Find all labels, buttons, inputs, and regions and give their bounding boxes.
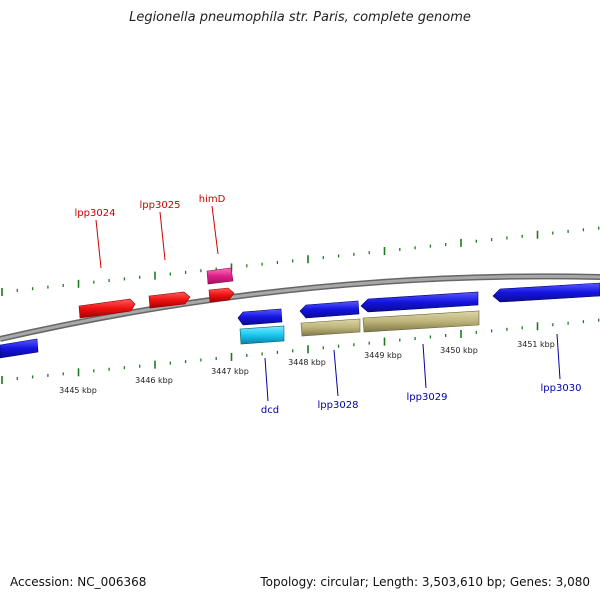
scale-label-3445: 3445 kbp — [59, 386, 97, 395]
gene-lpp3024[interactable] — [78, 298, 136, 319]
scale-label-3449: 3449 kbp — [364, 351, 402, 360]
label-himd[interactable]: himD — [199, 194, 226, 205]
scale-label-3446: 3446 kbp — [135, 376, 173, 385]
gene-lpp3029[interactable] — [360, 291, 479, 313]
lower-tick-row — [1, 318, 600, 384]
upper-tick-row — [1, 226, 600, 296]
label-dcd[interactable]: dcd — [261, 405, 279, 416]
scale-label-3450: 3450 kbp — [440, 346, 478, 355]
forward-labels: lpp3024 lpp3025 himD — [75, 194, 226, 269]
reverse-genes — [0, 282, 600, 359]
gene-lpp3030[interactable] — [492, 282, 600, 303]
label-lpp3028[interactable]: lpp3028 — [318, 400, 359, 411]
gene-lpp3025[interactable] — [148, 291, 191, 309]
label-lpp3025[interactable]: lpp3025 — [140, 200, 181, 211]
gene-olive-2[interactable] — [362, 310, 480, 333]
accession-text: Accession: NC_006368 — [10, 575, 147, 589]
backbone — [0, 273, 600, 342]
scale-label-3448: 3448 kbp — [288, 358, 326, 367]
gene-himd[interactable] — [208, 287, 235, 303]
topology-summary: Topology: circular; Length: 3,503,610 bp… — [260, 575, 590, 589]
gene-olive-1[interactable] — [300, 318, 361, 337]
label-lpp3029[interactable]: lpp3029 — [407, 392, 448, 403]
map-title: Legionella pneumophila str. Paris, compl… — [129, 10, 471, 25]
gene-dcd[interactable] — [237, 308, 283, 326]
gene-pink[interactable] — [206, 267, 234, 285]
forward-genes — [78, 267, 235, 319]
label-lpp3024[interactable]: lpp3024 — [75, 208, 116, 219]
scale-label-3451: 3451 kbp — [517, 340, 555, 349]
reverse-labels: dcd lpp3028 lpp3029 lpp3030 — [261, 333, 582, 416]
scale-label-3447: 3447 kbp — [211, 367, 249, 376]
gene-lpp3028[interactable] — [299, 300, 360, 319]
gene-cyan[interactable] — [239, 325, 285, 345]
scale-labels: 3445 kbp 3446 kbp 3447 kbp 3448 kbp 3449… — [59, 340, 555, 395]
gene-left-edge[interactable] — [0, 338, 39, 359]
label-lpp3030[interactable]: lpp3030 — [541, 383, 582, 394]
